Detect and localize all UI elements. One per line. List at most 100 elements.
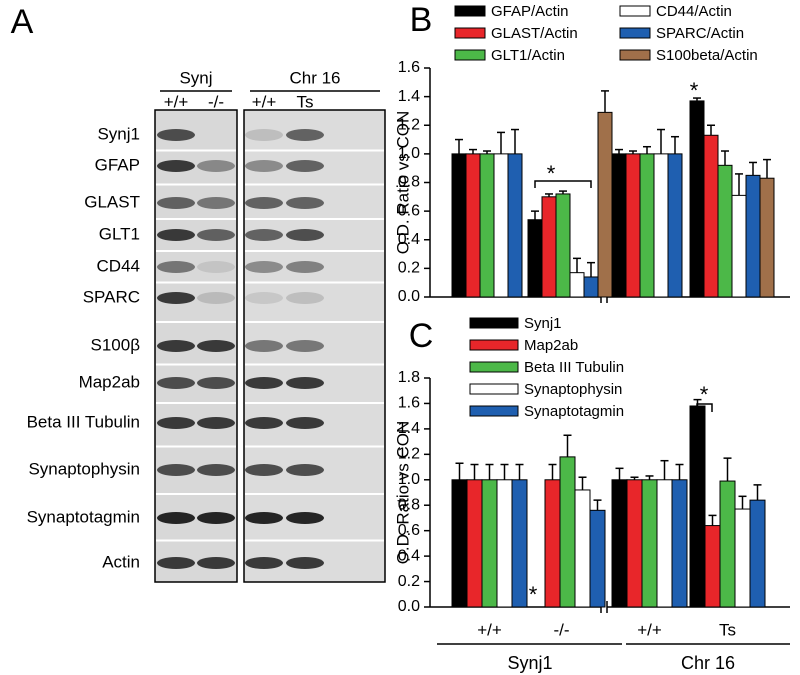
- bar: [496, 479, 513, 608]
- blot-band: [197, 292, 235, 304]
- blot-band: [286, 197, 324, 209]
- blot-band: [197, 197, 235, 209]
- bar: [583, 276, 599, 298]
- lane-label: Ts: [297, 92, 314, 111]
- bar: [479, 153, 495, 298]
- row-label: SPARC: [83, 287, 140, 306]
- y-tick-label: 1.6: [398, 59, 420, 76]
- blot-band: [286, 292, 324, 304]
- legend-swatch: [469, 339, 519, 351]
- bar: [745, 174, 761, 298]
- blot-band: [286, 261, 324, 273]
- legend-swatch: [469, 383, 519, 395]
- bar: [555, 193, 571, 298]
- bar: [689, 100, 705, 298]
- y-tick-label: 0.2: [398, 573, 420, 590]
- blot-band: [197, 464, 235, 476]
- blot-band: [286, 377, 324, 389]
- blot-band: [197, 512, 235, 524]
- blot-band: [157, 261, 195, 273]
- legend-label: GLT1/Actin: [491, 47, 565, 64]
- y-tick-label: 1.2: [398, 446, 420, 463]
- bar: [653, 153, 669, 298]
- blot-band: [286, 229, 324, 241]
- annotation: *: [547, 161, 556, 186]
- group-label: Chr 16: [681, 653, 735, 673]
- bar: [749, 499, 766, 608]
- blot-band: [157, 557, 195, 569]
- row-label: Map2ab: [79, 372, 140, 391]
- blot-band: [157, 340, 195, 352]
- legend-label: Beta III Tubulin: [524, 359, 624, 376]
- legend-swatch: [454, 5, 486, 17]
- bar: [527, 219, 543, 298]
- annotation: *: [529, 582, 538, 607]
- legend-swatch: [469, 317, 519, 329]
- blot-band: [197, 160, 235, 172]
- row-label: S100β: [91, 335, 141, 354]
- blot-band: [286, 464, 324, 476]
- legend-swatch: [469, 361, 519, 373]
- legend-label: GFAP/Actin: [491, 3, 569, 20]
- annotation: *: [700, 382, 709, 407]
- bar: [611, 153, 627, 298]
- blot-band: [245, 557, 283, 569]
- lane-label: -/-: [208, 92, 224, 111]
- blot-band: [197, 557, 235, 569]
- bar: [481, 479, 498, 608]
- bar: [574, 489, 591, 608]
- blot-band: [245, 261, 283, 273]
- blot-band: [197, 377, 235, 389]
- y-axis-title: O.D. Ratio vs CON: [393, 111, 412, 255]
- blot-band: [245, 229, 283, 241]
- bar: [667, 153, 683, 298]
- y-tick-label: 0.8: [398, 174, 420, 191]
- blot-band: [245, 340, 283, 352]
- y-tick-label: 1.8: [398, 369, 420, 386]
- y-tick-label: 1.2: [398, 116, 420, 133]
- blot-band: [245, 512, 283, 524]
- bar: [466, 479, 483, 608]
- bar: [589, 509, 606, 608]
- legend-swatch: [469, 405, 519, 417]
- bar: [689, 405, 706, 608]
- row-label: Actin: [102, 552, 140, 571]
- lane-label: +/+: [252, 92, 277, 111]
- row-label: CD44: [97, 256, 140, 275]
- bar: [493, 153, 509, 298]
- group-label: Synj1: [507, 653, 552, 673]
- blot-band: [245, 129, 283, 141]
- y-tick-label: 0.8: [398, 496, 420, 513]
- bar: [451, 479, 468, 608]
- blot-band: [157, 377, 195, 389]
- blot-band: [245, 197, 283, 209]
- legend-label: GLAST/Actin: [491, 25, 578, 42]
- legend-label: Synaptotagmin: [524, 403, 624, 420]
- panel-label: A: [11, 3, 34, 41]
- row-label: GLAST: [84, 192, 140, 211]
- blot-band: [245, 377, 283, 389]
- y-tick-label: 1.4: [398, 88, 420, 105]
- y-tick-label: 1.6: [398, 395, 420, 412]
- row-label: Synaptophysin: [28, 459, 140, 478]
- panel-label: B: [410, 1, 433, 39]
- bar: [734, 508, 751, 608]
- blot-band: [197, 340, 235, 352]
- blot-band: [157, 292, 195, 304]
- blot-band: [157, 417, 195, 429]
- group-label: Chr 16: [289, 68, 340, 87]
- legend-label: SPARC/Actin: [656, 25, 744, 42]
- x-tick-label: Ts: [719, 620, 736, 639]
- bar: [569, 272, 585, 298]
- blot-band: [157, 160, 195, 172]
- blot-band: [157, 129, 195, 141]
- blot-band: [245, 417, 283, 429]
- blot-band: [286, 129, 324, 141]
- y-tick-label: 1.0: [398, 145, 420, 162]
- legend-label: Synj1: [524, 315, 562, 332]
- legend-swatch: [619, 27, 651, 39]
- bracket: [534, 180, 592, 188]
- blot-band: [245, 292, 283, 304]
- bracket: [696, 403, 713, 412]
